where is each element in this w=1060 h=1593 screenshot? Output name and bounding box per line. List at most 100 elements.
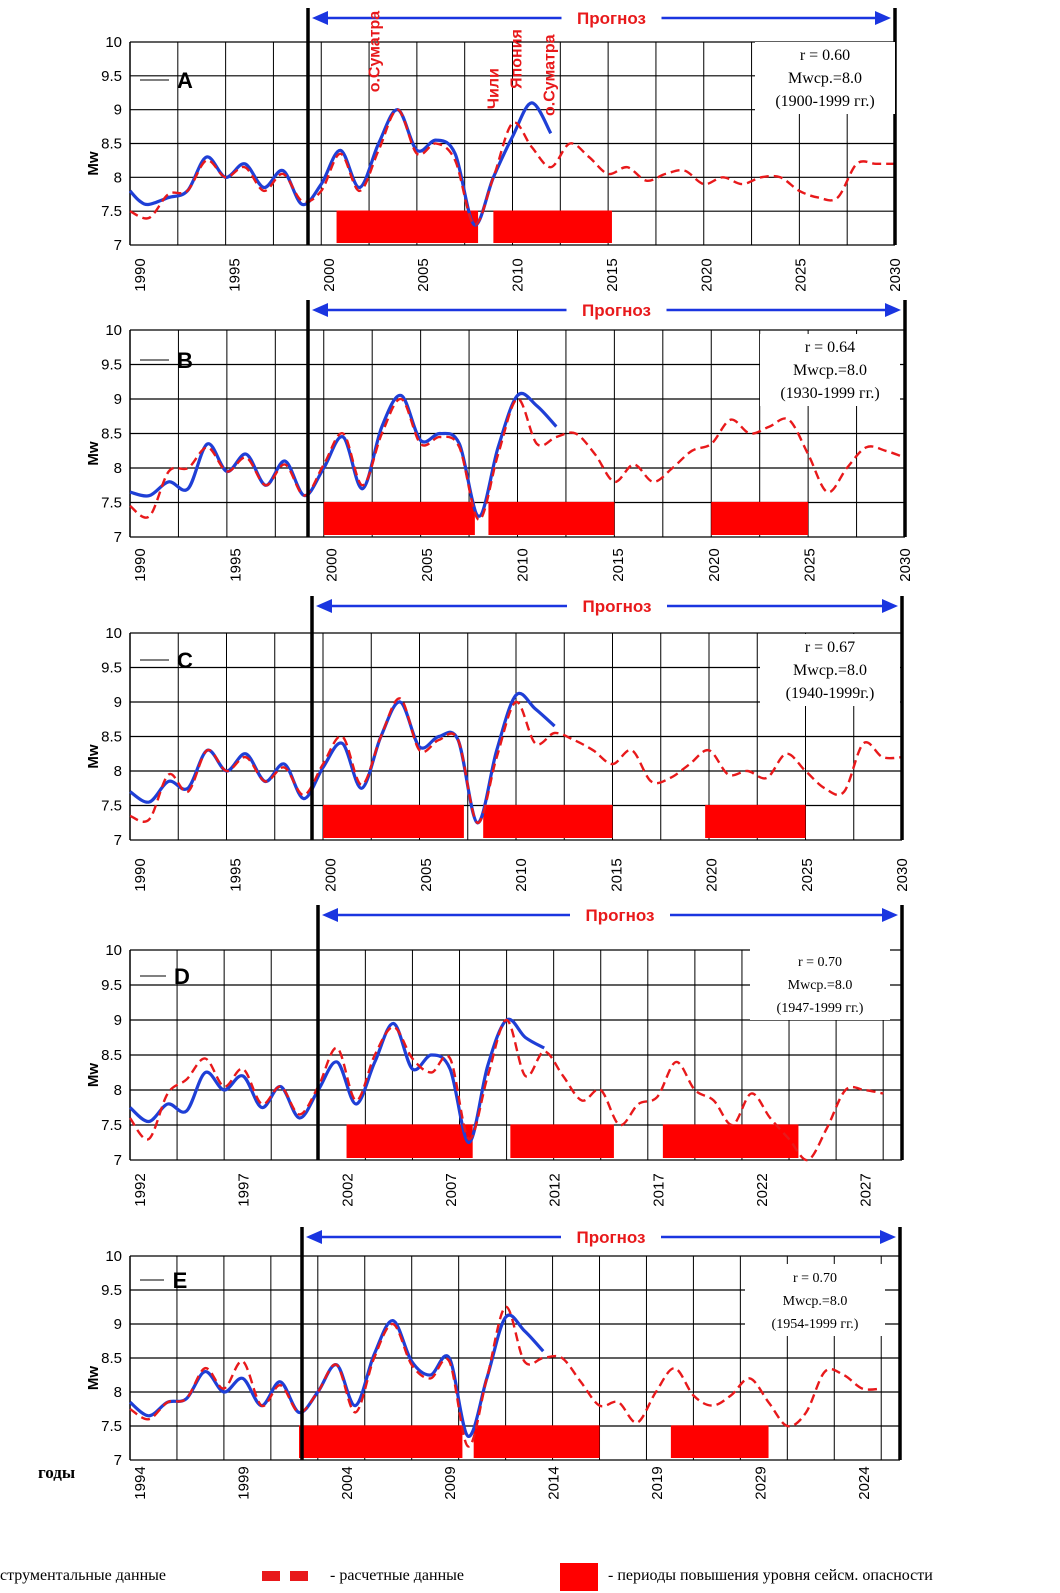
stats-line: (1940-1999г.) [786, 685, 875, 702]
x-tick-label: 2024 [856, 1466, 873, 1499]
x-tick-label: 2005 [419, 548, 436, 581]
forecast-label-bg [570, 904, 670, 926]
stats-line: Mwср.=8.0 [793, 362, 867, 379]
forecast-label: Прогноз [577, 9, 646, 28]
stats-box-bg [760, 634, 900, 706]
y-tick-label: 8.5 [101, 136, 122, 153]
series-line-instrumental [128, 1017, 545, 1145]
x-tick-label: 2017 [650, 1173, 667, 1206]
forecast-label: Прогноз [586, 906, 655, 925]
y-axis-label: Mw [85, 151, 102, 175]
x-tick-label: 2010 [515, 548, 532, 581]
x-tick-label: 1990 [132, 548, 149, 581]
forecast-label: Прогноз [583, 597, 652, 616]
stats-box: r = 0.64 Mwср.=8.0 (1930-1999 гг.) [760, 334, 900, 406]
forecast-label-bg [567, 595, 667, 617]
x-tick-label: 2015 [610, 548, 627, 581]
series-line-instrumental [128, 101, 553, 227]
x-tick-label: 2027 [858, 1173, 875, 1206]
series-line-instrumental [128, 1313, 545, 1438]
y-tick-label: 8.5 [101, 729, 122, 746]
x-tick-label: 2004 [339, 1466, 356, 1499]
x-tick-label: 2020 [698, 258, 715, 291]
event-annotation: о.Суматра [541, 34, 558, 116]
stats-box: r = 0.67 Mwср.=8.0 (1940-1999г.) [760, 634, 900, 706]
legend-period-swatch [560, 1563, 598, 1591]
y-tick-label: 7 [114, 1152, 122, 1169]
y-tick-label: 8 [114, 763, 122, 780]
panel-letter: C [177, 648, 193, 673]
stats-box-bg [755, 42, 895, 114]
stats-box: r = 0.60 Mwср.=8.0 (1900-1999 гг.) [755, 42, 895, 114]
stats-line: r = 0.64 [805, 339, 855, 356]
stats-line: Mwср.=8.0 [783, 1294, 848, 1309]
y-axis-label: Mw [85, 441, 102, 465]
x-tick-label: 2000 [321, 258, 338, 291]
y-tick-label: 7 [114, 1452, 122, 1469]
forecast-label: Прогноз [577, 1228, 646, 1247]
panel-a: 7 7.5 8 8.5 9 9.5 10 1990 1995 2000 2005 2010 2015 20… [85, 7, 904, 292]
event-annotation: Чили [486, 68, 503, 109]
x-tick-label: 1995 [226, 258, 243, 291]
x-tick-label: 1997 [236, 1173, 253, 1206]
y-tick-label: 7.5 [101, 1117, 122, 1134]
forecast-arrow-left-head [312, 11, 328, 25]
y-tick-label: 8 [114, 460, 122, 477]
legend: струментальные данные - расчетные данные -… [0, 1563, 933, 1591]
stats-box: r = 0.70 Mwср.=8.0 (1954-1999 гг.) [745, 1264, 885, 1336]
y-tick-label: 8 [114, 1384, 122, 1401]
series-line-calculated [129, 1305, 882, 1448]
x-tick-label: 2007 [443, 1173, 460, 1206]
forecast-arrow-left-head [312, 303, 328, 317]
y-tick-label: 9 [114, 102, 122, 119]
stats-line: r = 0.70 [793, 1271, 837, 1286]
y-tick-label: 8.5 [101, 426, 122, 443]
stats-line: r = 0.60 [800, 47, 850, 64]
forecast-label: Прогноз [582, 301, 651, 320]
y-tick-label: 8.5 [101, 1047, 122, 1064]
stats-box-bg [745, 1264, 885, 1336]
hazard-period-bar [493, 210, 612, 243]
panel-d: 7 7.5 8 8.5 9 9.5 10 1992 1997 2002 2007 2012 2017 20… [85, 904, 904, 1207]
x-tick-label: 2030 [897, 548, 914, 581]
stats-box-bg [750, 948, 890, 1020]
y-tick-label: 7 [114, 237, 122, 254]
series-line-calculated [129, 697, 903, 825]
y-axis-label: Mw [85, 1366, 102, 1390]
stats-line: (1900-1999 гг.) [775, 93, 874, 110]
legend-calculated-swatch-2 [290, 1571, 308, 1581]
event-annotation: Япония [509, 29, 526, 89]
panel-letter: A [177, 68, 193, 93]
legend-calculated-swatch-1 [262, 1571, 280, 1581]
panel-letter: B [177, 348, 193, 373]
hazard-period-bar [323, 501, 475, 535]
forecast-arrow-right-head [875, 11, 891, 25]
hazard-period-bar [323, 804, 464, 838]
y-tick-label: 9.5 [101, 68, 122, 85]
x-tick-label: 2010 [510, 258, 527, 291]
y-tick-label: 9.5 [101, 977, 122, 994]
stats-box-bg [760, 334, 900, 406]
hazard-period-bar [473, 1425, 600, 1458]
x-tick-label: 2030 [887, 258, 904, 291]
x-tick-label: 2029 [752, 1466, 769, 1499]
forecast-label-bg [566, 299, 667, 321]
x-tick-label: 2012 [547, 1173, 564, 1206]
x-tick-label: 2022 [754, 1173, 771, 1206]
forecast-label-bg [561, 1226, 661, 1248]
y-tick-label: 7.5 [101, 495, 122, 512]
x-tick-label: 1990 [132, 258, 149, 291]
x-tick-label: 2015 [608, 858, 625, 891]
hazard-period-bar [299, 1425, 463, 1458]
y-tick-label: 8.5 [101, 1350, 122, 1367]
y-tick-label: 7 [114, 832, 122, 849]
x-tick-label: 2009 [442, 1466, 459, 1499]
y-tick-label: 9.5 [101, 660, 122, 677]
series-line-calculated [129, 397, 906, 522]
y-tick-label: 10 [105, 34, 122, 51]
hazard-period-bar [336, 210, 479, 243]
x-tick-label: 1990 [132, 858, 149, 891]
event-annotation: о.Суматра [367, 11, 384, 93]
x-tick-label: 1995 [228, 548, 245, 581]
stats-line: Mwср.=8.0 [793, 662, 867, 679]
